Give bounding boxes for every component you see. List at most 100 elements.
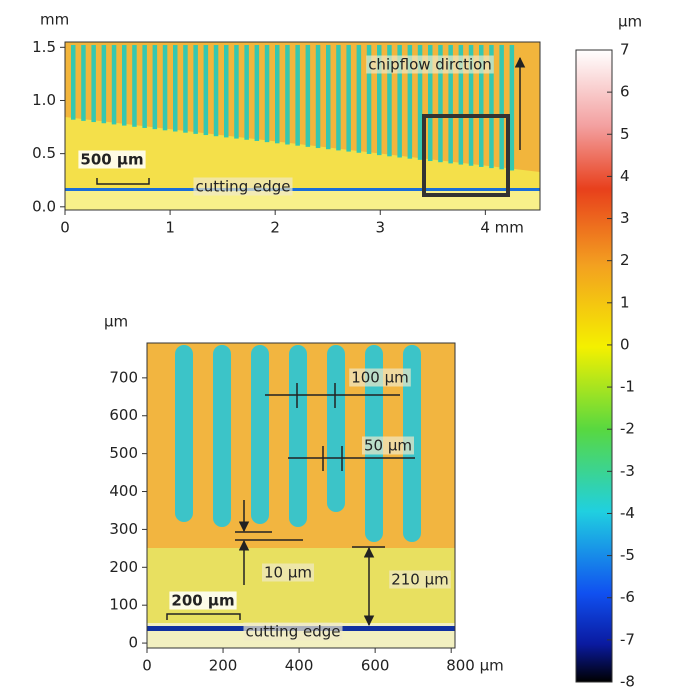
stripe	[448, 45, 453, 164]
annotation: cutting edge	[196, 178, 291, 196]
annotation: chipflow dirction	[368, 56, 492, 74]
stripe	[285, 45, 290, 145]
y-tick-label: 100	[109, 596, 138, 614]
y-unit: μm	[104, 313, 128, 331]
edge	[65, 188, 540, 191]
annotation: cutting edge	[246, 623, 341, 641]
stripe	[315, 45, 321, 149]
stripe	[366, 45, 372, 154]
map-region	[65, 188, 540, 210]
x-tick-label: 3	[375, 219, 385, 237]
stripe	[468, 45, 474, 166]
colorbar-tick-label: 1	[620, 293, 630, 311]
colorbar-tick-label: 0	[620, 335, 630, 353]
stripe	[295, 45, 300, 146]
colorbar-tick-label: -3	[620, 462, 635, 480]
colorbar-tick-label: -4	[620, 504, 635, 522]
y-tick-label: 0.5	[32, 144, 56, 162]
stripe	[111, 45, 117, 125]
y-tick-label: 0	[128, 634, 138, 652]
stripe	[175, 345, 193, 522]
annotation-bg	[389, 570, 451, 589]
stripe	[122, 45, 127, 126]
map-region	[65, 117, 540, 210]
x-tick-label: 0	[142, 657, 152, 675]
stripe	[162, 45, 168, 131]
stripe	[203, 45, 209, 136]
y-tick-label: 1.5	[32, 38, 56, 56]
stripe	[71, 45, 76, 120]
stripe	[417, 45, 423, 160]
stripe	[499, 45, 504, 170]
stripe	[152, 45, 158, 130]
x-tick-label: 4 mm	[480, 219, 524, 237]
stripe	[346, 45, 351, 152]
x-tick-label: 600	[361, 657, 390, 675]
stripe	[458, 45, 464, 165]
annotation-shapes	[96, 56, 526, 627]
stripe	[275, 45, 280, 144]
stripe	[81, 45, 86, 121]
x-tick-label: 2	[270, 219, 280, 237]
stripe	[356, 45, 362, 153]
colorbar	[575, 49, 613, 683]
colorbar-tick-label: 2	[620, 251, 630, 269]
x-tick-label: 800 μm	[446, 657, 504, 675]
annotation-bg	[261, 563, 315, 582]
annotation-bg	[169, 591, 237, 610]
colorbar-tick-label: 5	[620, 125, 630, 143]
colorbar-tick-label: 3	[620, 209, 630, 227]
stripe	[428, 45, 433, 162]
stripe	[142, 45, 147, 128]
stripe	[327, 345, 345, 512]
stripe	[479, 45, 484, 167]
y-tick-label: 600	[109, 406, 138, 424]
y-tick-label: 500	[109, 444, 138, 462]
annotation-bg	[78, 150, 146, 169]
stripe	[213, 345, 231, 527]
dim-100	[265, 383, 400, 408]
stripe	[377, 45, 382, 156]
stripe	[132, 45, 137, 127]
stripe	[387, 45, 392, 157]
stripe	[91, 45, 96, 123]
colorbar-tick-label: 7	[620, 41, 630, 59]
y-unit: mm	[40, 11, 69, 29]
stripe	[336, 45, 341, 151]
colorbar-tick-label: -2	[620, 420, 635, 438]
annotation-bg	[193, 177, 293, 196]
y-tick-label: 300	[109, 520, 138, 538]
annotation-bg	[349, 368, 411, 387]
annotation-bg	[243, 622, 343, 641]
scale-bar	[96, 178, 150, 185]
colorbar-tick-label: -1	[620, 378, 635, 396]
scale-bar	[166, 613, 241, 620]
y-tick-label: 700	[109, 368, 138, 386]
colorbar-unit: μm	[618, 13, 642, 31]
colorbar-tick-label: -6	[620, 588, 635, 606]
annotation: 200 μm	[171, 592, 234, 610]
plot-frame	[64, 41, 541, 211]
annotation: 210 μm	[391, 571, 449, 589]
plot-frame	[146, 342, 456, 649]
stripe	[326, 45, 331, 150]
annotation: 500 μm	[80, 151, 143, 169]
stripe	[407, 45, 413, 159]
x-tick-label: 400	[285, 657, 314, 675]
stripe	[193, 45, 198, 134]
dim-50	[288, 446, 415, 471]
stripe	[234, 45, 239, 139]
stripe	[509, 45, 515, 171]
y-tick-label: 200	[109, 558, 138, 576]
annotation-bg	[366, 55, 494, 74]
colorbar-tick-label: -5	[620, 546, 635, 564]
annotation-bg	[361, 436, 415, 455]
annotation: 10 μm	[264, 564, 312, 582]
colorbar-tick-label: -7	[620, 630, 635, 648]
stripe	[244, 45, 249, 140]
x-tick-label: 200	[209, 657, 238, 675]
stripe	[489, 45, 494, 169]
stripe	[251, 345, 269, 524]
stripe	[101, 45, 107, 124]
